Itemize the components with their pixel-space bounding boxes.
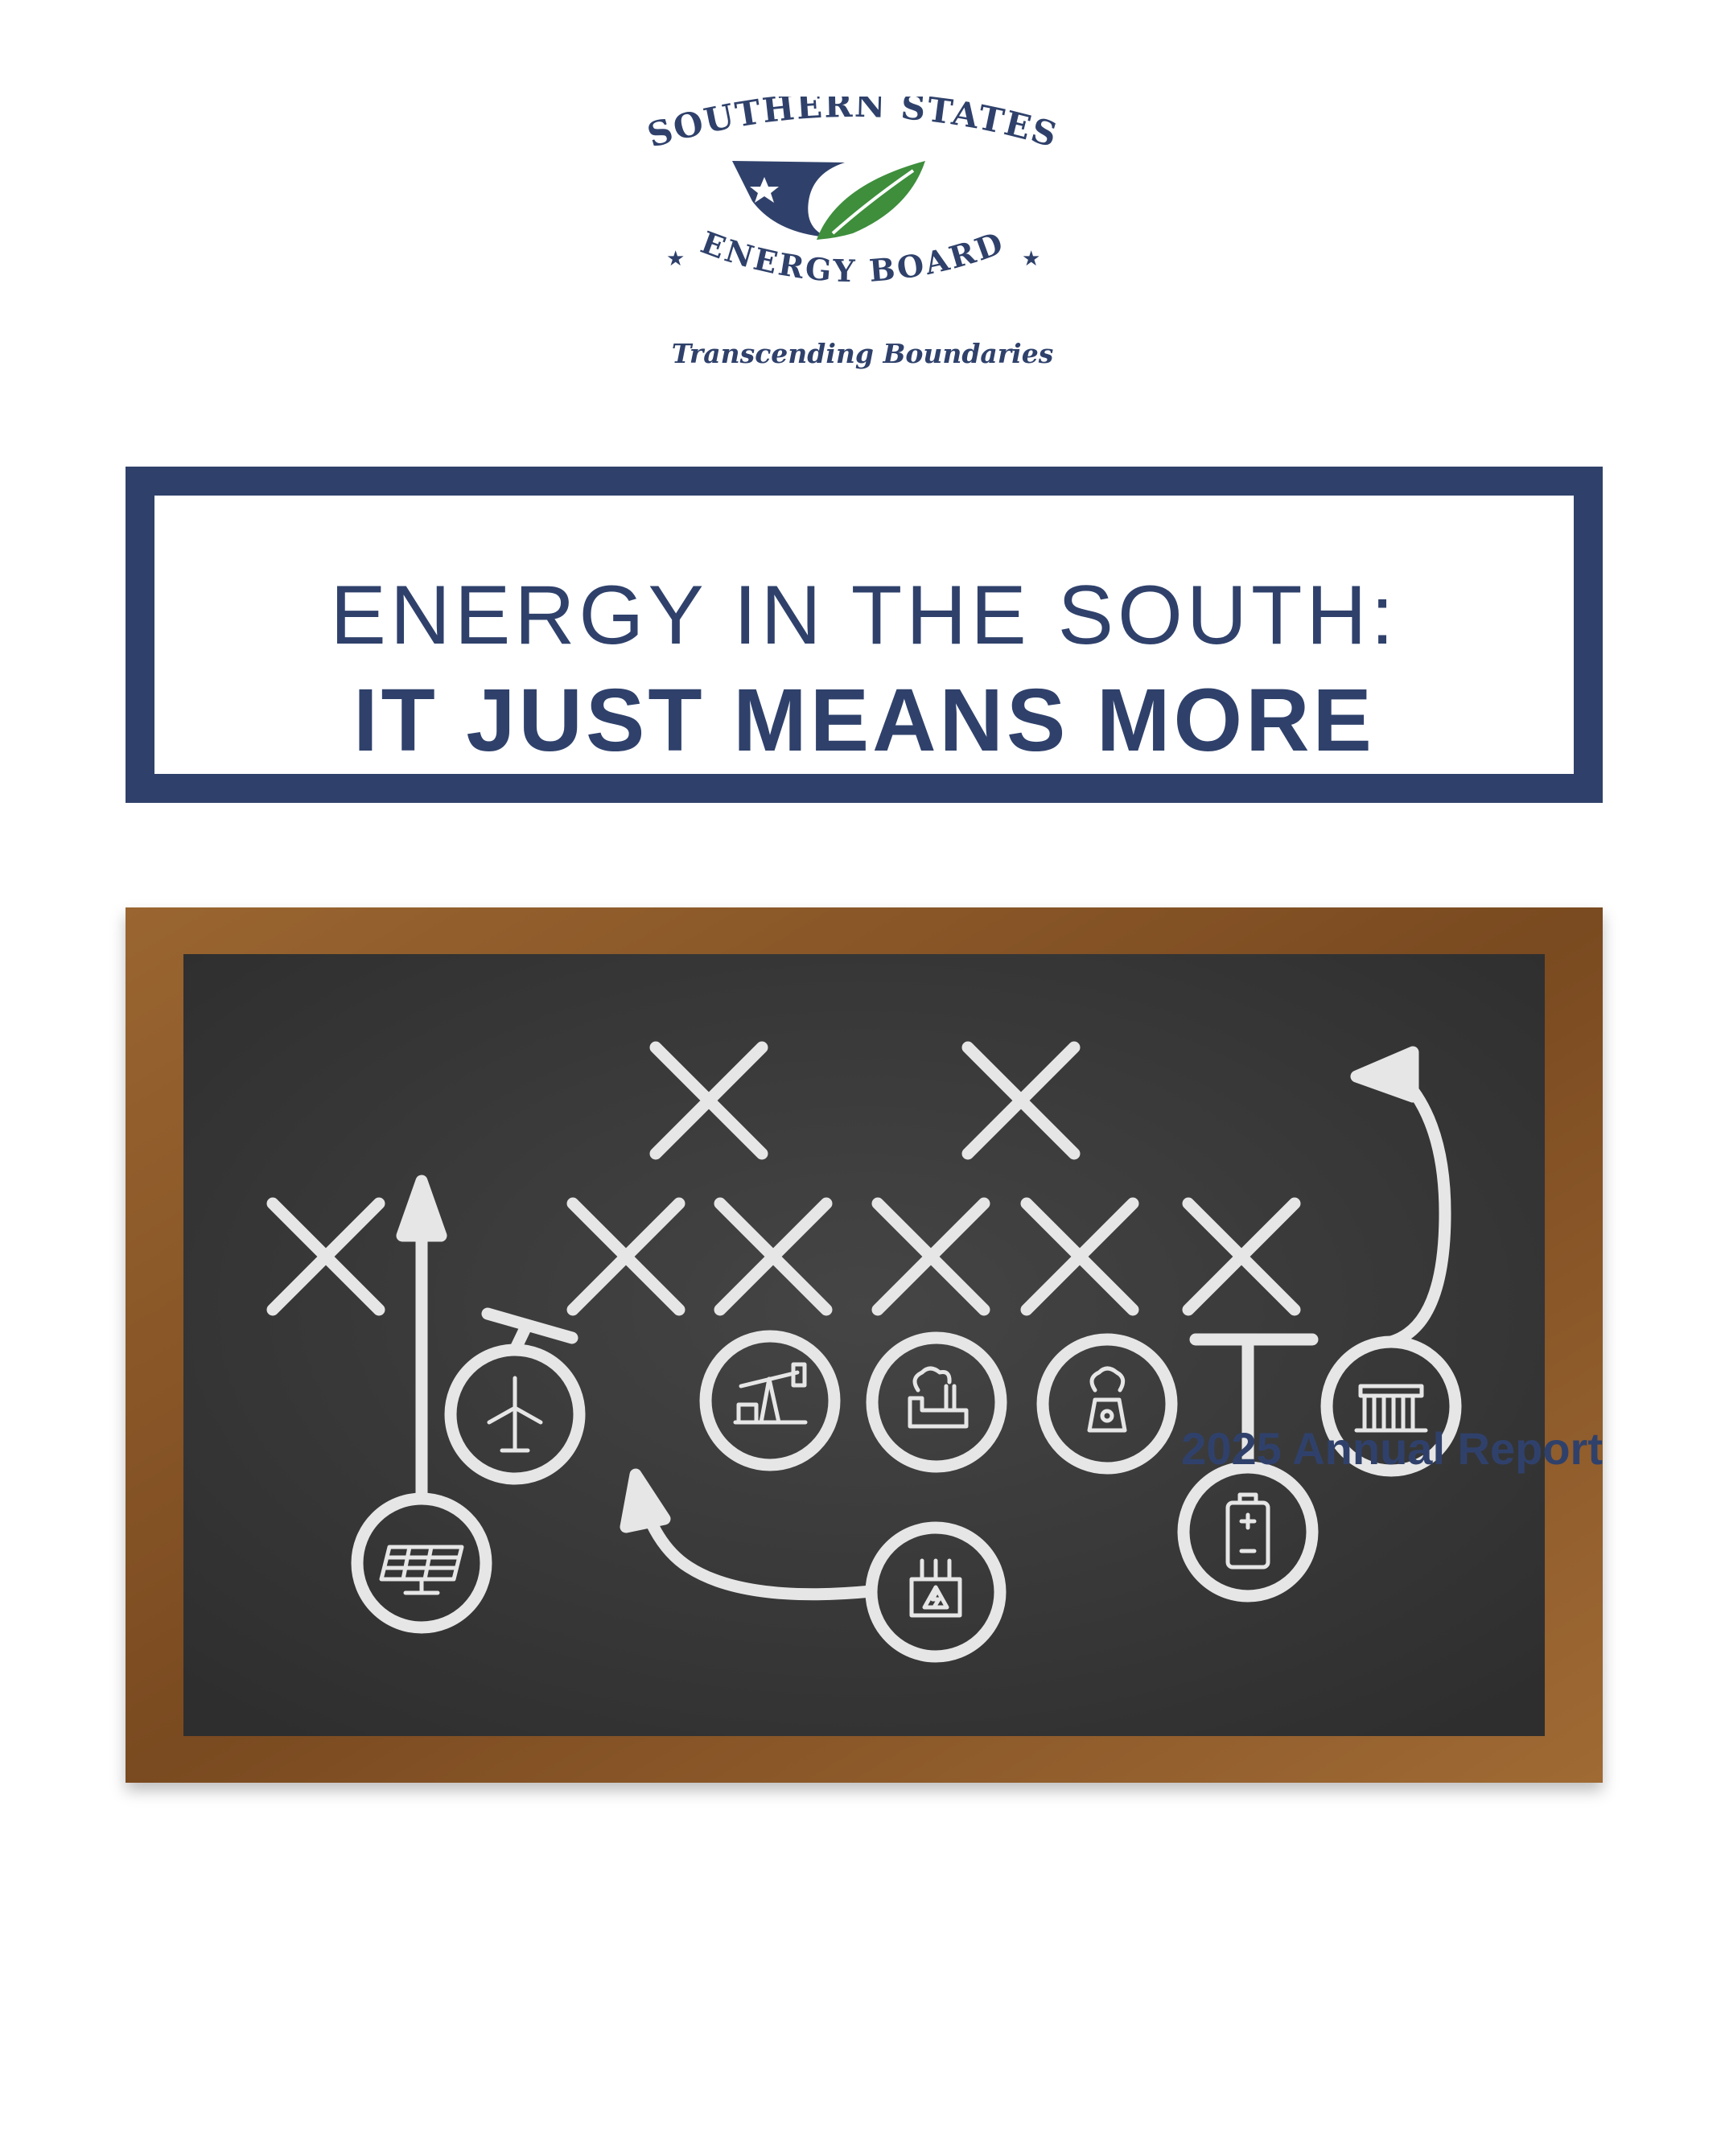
nuclear-plant-icon [1087, 1366, 1127, 1433]
nuclear-circle [1036, 1333, 1178, 1475]
factory-circle [866, 1331, 1007, 1473]
logo-navy-swoosh [732, 161, 845, 237]
solar-panel-icon [379, 1545, 464, 1595]
svg-text:★: ★ [666, 246, 685, 270]
transformer-route-arrow [634, 1488, 878, 1601]
title-box: ENERGY IN THE SOUTH: IT JUST MEANS MORE [126, 467, 1603, 803]
arrowhead [620, 1468, 671, 1533]
defender-x [566, 1197, 685, 1316]
svg-text:★: ★ [1022, 246, 1040, 270]
arrowhead [1350, 1046, 1419, 1103]
title-line-2: IT JUST MEANS MORE [353, 671, 1375, 770]
defender-x [266, 1197, 385, 1316]
oil-circle [699, 1330, 841, 1471]
oil-pump-icon [733, 1362, 808, 1425]
title-line-1: ENERGY IN THE SOUTH: [330, 569, 1398, 662]
defender-x [871, 1197, 990, 1316]
defender-x [714, 1197, 833, 1316]
battery-block [1189, 1333, 1319, 1474]
battery-icon [1225, 1492, 1270, 1570]
wind-block [481, 1307, 578, 1356]
hydro-dam-icon [1354, 1384, 1428, 1433]
defender-x [1182, 1197, 1301, 1316]
defender-x [1020, 1197, 1139, 1316]
wind-turbine-icon [487, 1376, 543, 1453]
logo-top-text: SOUTHERN STATES [643, 97, 1063, 155]
play-diagram [266, 1041, 1462, 1663]
defender-x [649, 1041, 768, 1160]
logo-bottom-text: ENERGY BOARD [696, 224, 1009, 289]
organization-logo: SOUTHERN STATES ENERGY BOARD ★ ★ [611, 97, 1094, 394]
transformer-icon [909, 1558, 962, 1618]
board-slate [183, 954, 1545, 1736]
hydro-route-arrow [1385, 1066, 1451, 1348]
chalkboard-illustration [126, 907, 1603, 1783]
defender-x [961, 1041, 1081, 1160]
arrowhead [396, 1175, 447, 1242]
tagline: Transcending Boundaries [671, 338, 1054, 369]
annual-report-label: 2025 Annual Report [1181, 1423, 1603, 1474]
logo-star [750, 177, 779, 203]
factory-icon [908, 1366, 969, 1429]
